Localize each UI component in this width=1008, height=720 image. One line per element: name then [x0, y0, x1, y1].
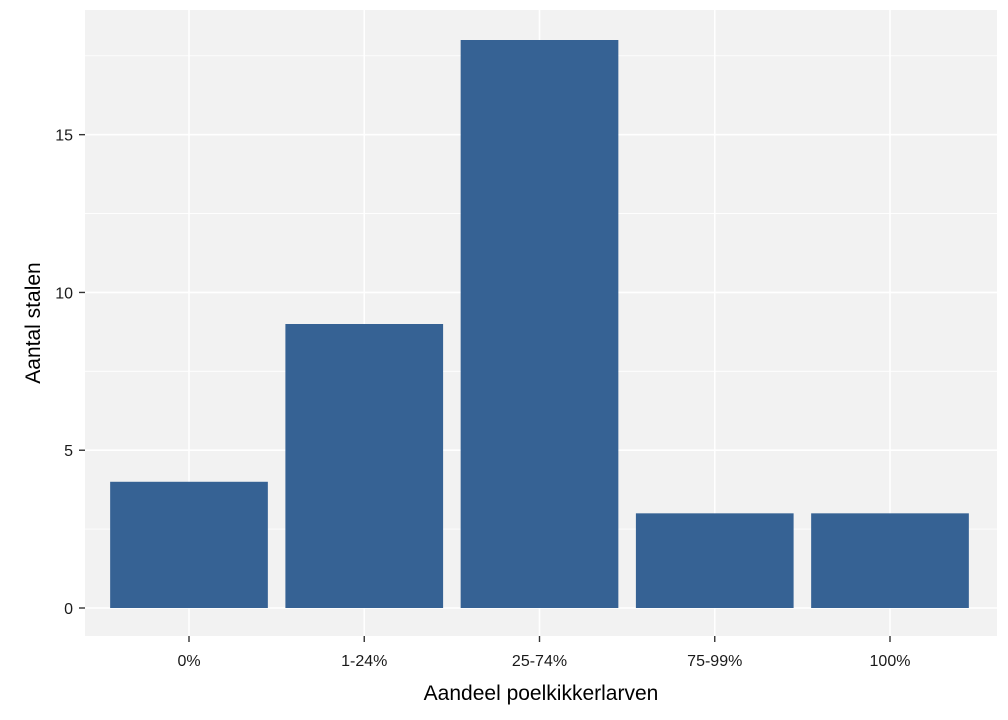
- x-tick-label: 0%: [177, 653, 200, 670]
- bar-0%: [110, 481, 268, 608]
- y-axis: 0 5 10 15: [55, 128, 85, 618]
- x-axis-title: Aandeel poelkikkerlarven: [424, 682, 659, 705]
- y-axis-title: Aantal stalen: [22, 262, 45, 383]
- x-tick-label: 1-24%: [341, 653, 387, 670]
- y-tick-label: 15: [55, 128, 73, 145]
- y-tick-label: 5: [64, 443, 73, 460]
- y-tick-label: 0: [64, 601, 73, 618]
- bar-100%: [811, 513, 969, 608]
- bar-25-74%: [460, 40, 619, 608]
- y-tick-label: 10: [55, 285, 73, 302]
- x-tick-label: 75-99%: [687, 653, 742, 670]
- bar-1-24%: [285, 324, 444, 608]
- bar-75-99%: [635, 513, 794, 608]
- x-tick-label: 100%: [870, 653, 911, 670]
- x-tick-label: 25-74%: [512, 653, 567, 670]
- x-axis: 0% 1-24% 25-74% 75-99% 100%: [177, 636, 910, 670]
- bars: [110, 40, 969, 608]
